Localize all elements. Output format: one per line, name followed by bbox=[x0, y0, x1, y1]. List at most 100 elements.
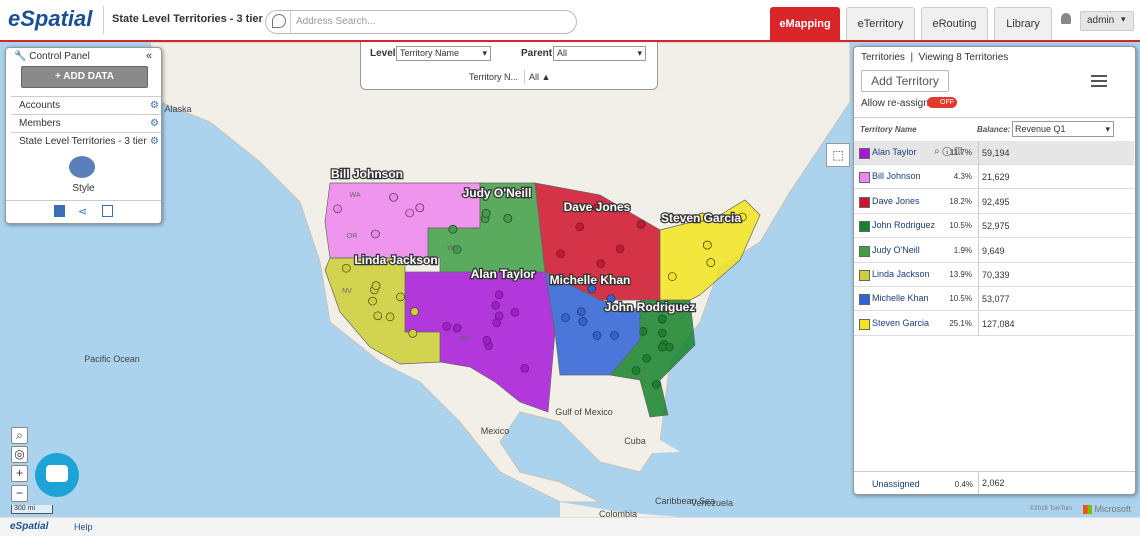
account-marker[interactable] bbox=[697, 212, 707, 222]
account-marker[interactable] bbox=[610, 331, 619, 340]
zoom-select-button[interactable]: ⌕ bbox=[11, 427, 28, 444]
account-marker[interactable] bbox=[576, 307, 586, 316]
account-marker[interactable] bbox=[415, 203, 425, 213]
locate-button[interactable]: ◎ bbox=[11, 446, 28, 463]
lasso-select-button[interactable]: ⬚ bbox=[826, 143, 850, 167]
account-marker[interactable] bbox=[368, 296, 377, 306]
provider-name: Microsoft bbox=[1094, 504, 1132, 514]
account-marker[interactable] bbox=[631, 366, 641, 375]
nav-tab[interactable]: Library bbox=[994, 7, 1052, 40]
user-menu[interactable]: admin ▾ bbox=[1080, 11, 1134, 31]
account-marker[interactable] bbox=[575, 222, 585, 232]
account-marker[interactable] bbox=[657, 314, 667, 324]
account-marker[interactable] bbox=[482, 335, 492, 345]
account-marker[interactable] bbox=[494, 290, 504, 300]
account-marker[interactable] bbox=[371, 281, 381, 290]
account-marker[interactable] bbox=[737, 212, 747, 222]
search-box[interactable]: Address Search... bbox=[265, 10, 577, 34]
territory-row[interactable]: Dave Jones 18.2% 92,495 bbox=[854, 189, 1134, 214]
reassign-toggle[interactable]: OFF bbox=[927, 97, 957, 108]
territory-row[interactable]: Judy O'Neill 1.9% 9,649 bbox=[854, 238, 1134, 263]
account-marker[interactable] bbox=[491, 300, 500, 310]
parent-select[interactable]: All ▾ bbox=[553, 46, 646, 61]
account-marker[interactable] bbox=[702, 240, 712, 250]
nav-tab[interactable]: eMapping bbox=[770, 7, 840, 40]
territory-region[interactable] bbox=[659, 199, 761, 301]
territory-row[interactable]: Steven Garcia 25.1% 127,084 bbox=[854, 311, 1134, 336]
territory-row[interactable]: John Rodriguez 10.5% 52,975 bbox=[854, 214, 1134, 239]
account-marker[interactable] bbox=[657, 328, 667, 338]
account-marker[interactable] bbox=[371, 229, 380, 239]
account-marker[interactable] bbox=[333, 204, 342, 214]
row-actions[interactable]: ⌕ ⓘ ▥ bbox=[934, 146, 963, 157]
account-marker[interactable] bbox=[706, 258, 716, 267]
account-marker[interactable] bbox=[373, 311, 383, 321]
account-marker[interactable] bbox=[593, 203, 602, 213]
account-marker[interactable] bbox=[606, 294, 616, 304]
layer-settings-icon[interactable]: ⚙ bbox=[150, 118, 159, 129]
account-marker[interactable] bbox=[408, 328, 418, 338]
account-marker[interactable] bbox=[448, 224, 458, 234]
account-marker[interactable] bbox=[341, 263, 351, 273]
account-marker[interactable] bbox=[452, 245, 462, 254]
territory-row[interactable]: Linda Jackson 13.9% 70,339 bbox=[854, 263, 1134, 287]
territory-map-label: Bill Johnson bbox=[331, 167, 403, 181]
share-icon[interactable]: ⋖ bbox=[78, 206, 88, 218]
add-territory-button[interactable]: Add Territory bbox=[861, 70, 949, 92]
account-marker[interactable] bbox=[587, 284, 597, 294]
sort-select[interactable]: All ▲ bbox=[529, 72, 551, 82]
account-marker[interactable] bbox=[389, 192, 398, 202]
layer-item[interactable]: Members ⚙ bbox=[11, 114, 161, 131]
territory-region[interactable] bbox=[544, 271, 641, 376]
export-icon[interactable] bbox=[102, 205, 113, 217]
territory-row[interactable]: Bill Johnson 4.3% 21,629 bbox=[854, 165, 1134, 190]
account-marker[interactable] bbox=[556, 249, 565, 258]
account-marker[interactable] bbox=[481, 209, 491, 218]
account-marker[interactable] bbox=[396, 292, 405, 302]
account-marker[interactable] bbox=[510, 307, 520, 317]
account-marker[interactable] bbox=[492, 318, 502, 328]
territory-name: Steven Garcia bbox=[872, 317, 930, 328]
account-marker[interactable] bbox=[385, 312, 395, 322]
balance-select[interactable]: Revenue Q1 ▾ bbox=[1012, 121, 1114, 137]
account-marker[interactable] bbox=[503, 214, 513, 223]
chat-button[interactable] bbox=[35, 453, 79, 497]
nav-tab[interactable]: eTerritory bbox=[846, 7, 915, 40]
layer-settings-icon[interactable]: ⚙ bbox=[150, 136, 159, 147]
territory-region[interactable] bbox=[324, 257, 441, 365]
account-marker[interactable] bbox=[578, 317, 588, 326]
logo[interactable]: eSpatial bbox=[8, 6, 93, 31]
account-marker[interactable] bbox=[667, 272, 677, 281]
layer-item[interactable]: State Level Territories - 3 tier ⚙ bbox=[11, 132, 161, 149]
layer-item[interactable]: Accounts ⚙ bbox=[11, 96, 161, 113]
account-marker[interactable] bbox=[452, 323, 462, 333]
menu-icon[interactable] bbox=[1091, 75, 1107, 77]
zoom-in-button[interactable]: + bbox=[11, 465, 28, 482]
collapse-button[interactable]: « bbox=[146, 50, 153, 62]
layer-settings-icon[interactable]: ⚙ bbox=[150, 100, 159, 111]
account-marker[interactable] bbox=[642, 353, 651, 363]
account-marker[interactable] bbox=[520, 363, 530, 373]
territory-row[interactable]: Alan Taylor 11.7% 59,194 ⌕ ⓘ ▥ bbox=[854, 141, 1134, 165]
account-marker[interactable] bbox=[657, 342, 667, 352]
account-marker[interactable] bbox=[561, 313, 570, 322]
zoom-out-button[interactable]: − bbox=[11, 485, 28, 502]
account-marker[interactable] bbox=[636, 220, 646, 229]
account-marker[interactable] bbox=[405, 208, 415, 218]
bell-icon[interactable] bbox=[1061, 13, 1071, 24]
account-marker[interactable] bbox=[442, 321, 451, 331]
account-marker[interactable] bbox=[592, 331, 602, 340]
account-marker[interactable] bbox=[615, 244, 625, 254]
territory-row[interactable]: Michelle Khan 10.5% 53,077 bbox=[854, 287, 1134, 312]
account-marker[interactable] bbox=[596, 259, 606, 268]
save-icon[interactable] bbox=[54, 205, 65, 217]
territory-swatch bbox=[859, 148, 870, 159]
account-marker[interactable] bbox=[651, 380, 661, 389]
add-data-button[interactable]: + ADD DATA bbox=[21, 66, 148, 88]
nav-tab[interactable]: eRouting bbox=[921, 7, 988, 40]
balance-label: Balance: bbox=[977, 125, 1011, 134]
help-link[interactable]: Help bbox=[74, 522, 93, 532]
level-select[interactable]: Territory Name ▾ bbox=[396, 46, 491, 61]
account-marker[interactable] bbox=[410, 307, 419, 316]
style-icon[interactable] bbox=[69, 156, 95, 178]
